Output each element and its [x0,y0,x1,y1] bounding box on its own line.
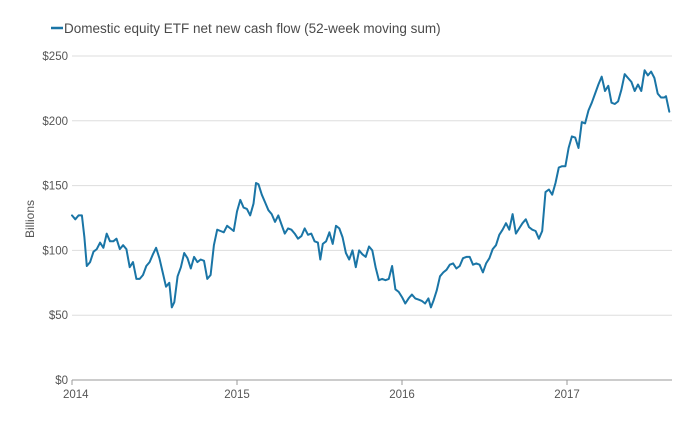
series-layer [71,69,671,309]
series-line [71,69,671,309]
y-tick-label: $0 [55,375,68,387]
y-tick-label: $50 [49,310,68,322]
x-tick-label: 2015 [224,389,250,401]
x-tick-label: 2014 [63,389,89,401]
x-tick-label: 2017 [554,389,580,401]
legend-label: Domestic equity ETF net new cash flow (5… [64,21,441,36]
y-tick-label: $200 [42,116,68,128]
y-axis-title: Billions [23,200,37,238]
gridlines [72,55,672,381]
x-axis-ticks: 2014 2015 2016 2017 [63,380,580,401]
x-tick-label: 2016 [389,389,415,401]
y-axis-ticks: $0 $50 $100 $150 $200 $250 [42,51,68,387]
legend: Domestic equity ETF net new cash flow (5… [51,21,441,36]
y-tick-label: $150 [42,181,68,193]
y-tick-label: $100 [42,245,68,257]
y-tick-label: $250 [42,51,68,63]
